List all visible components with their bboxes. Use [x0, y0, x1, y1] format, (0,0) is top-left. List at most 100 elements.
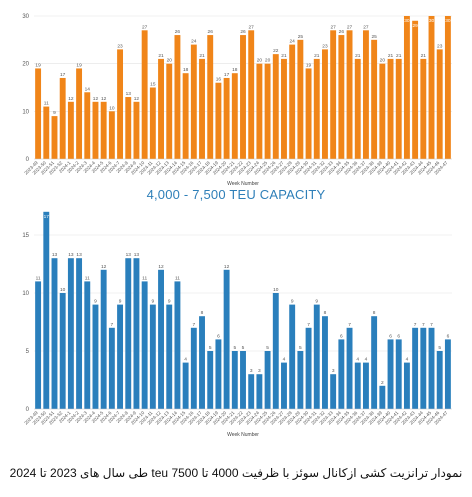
bar	[322, 49, 328, 159]
bar	[125, 258, 132, 409]
data-label: 4	[283, 357, 286, 363]
bar	[395, 58, 402, 159]
data-label: 19	[35, 62, 41, 68]
bar	[100, 269, 107, 409]
data-label: 4	[406, 357, 409, 363]
y-tick-label: 30	[22, 14, 29, 20]
data-label: 7	[414, 322, 417, 328]
data-label: 4	[356, 357, 359, 363]
y-tick-label: 5	[26, 349, 30, 355]
bar	[158, 58, 164, 159]
data-label: 13	[52, 252, 58, 258]
bar	[117, 49, 124, 159]
bar	[174, 35, 181, 159]
data-label: 17	[224, 72, 230, 78]
data-label: 9	[94, 299, 97, 305]
bar	[67, 258, 74, 409]
bar	[264, 63, 271, 159]
data-label: 23	[117, 43, 123, 49]
data-label: 9	[152, 299, 155, 305]
data-label: 27	[249, 24, 255, 30]
data-label: 30	[429, 18, 435, 24]
data-label: 6	[447, 333, 450, 339]
bar	[272, 54, 279, 160]
bar	[43, 106, 50, 159]
data-label: 18	[232, 67, 238, 73]
bar	[412, 20, 419, 160]
bar	[420, 58, 427, 159]
data-label: 13	[126, 91, 132, 97]
data-label: 12	[68, 96, 74, 102]
bar	[133, 101, 140, 159]
bar	[59, 293, 66, 409]
top-bar-chart: 0102030192023-49112023-5092023-51172023-…	[22, 14, 452, 187]
data-label: 21	[396, 53, 402, 59]
y-tick-label: 10	[22, 109, 29, 115]
data-label: 27	[363, 24, 369, 30]
x-axis-title: Week Number	[227, 432, 259, 438]
data-label: 8	[373, 310, 376, 316]
bar	[387, 58, 394, 159]
bar	[240, 35, 246, 159]
data-label: 25	[298, 34, 304, 40]
data-label: 26	[240, 29, 246, 35]
bar	[35, 68, 42, 159]
data-label: 12	[101, 96, 107, 102]
bar	[76, 258, 83, 409]
data-label: 12	[101, 264, 107, 270]
data-label: 24	[290, 39, 296, 45]
data-label: 6	[389, 333, 392, 339]
bar	[362, 30, 369, 159]
bar	[379, 63, 386, 159]
data-label: 5	[242, 345, 245, 351]
bar	[412, 327, 419, 409]
data-label: 11	[175, 275, 180, 281]
data-label: 16	[216, 77, 222, 83]
data-label: 5	[233, 345, 236, 351]
bar	[51, 258, 58, 409]
bar	[92, 101, 99, 159]
bar	[248, 30, 255, 159]
bar	[190, 44, 197, 159]
data-label: 24	[191, 39, 197, 45]
bar	[149, 87, 156, 159]
bar	[346, 327, 353, 409]
bar	[256, 63, 263, 159]
bar	[330, 374, 337, 409]
data-label: 2	[381, 380, 384, 386]
data-label: 21	[281, 53, 287, 59]
data-label: 8	[324, 310, 327, 316]
data-label: 19	[76, 62, 82, 68]
bar	[281, 362, 287, 409]
data-label: 26	[208, 29, 214, 35]
data-label: 23	[437, 43, 443, 49]
data-label: 27	[142, 24, 148, 30]
data-label: 12	[224, 264, 230, 270]
bar	[59, 77, 66, 159]
data-label: 23	[322, 43, 328, 49]
data-label: 9	[119, 299, 122, 305]
bar	[199, 316, 205, 409]
bar	[256, 374, 263, 409]
data-label: 13	[126, 252, 132, 258]
bar	[379, 385, 386, 409]
bar	[305, 68, 312, 159]
bar	[428, 16, 435, 159]
data-label: 21	[388, 53, 394, 59]
data-label: 12	[134, 96, 140, 102]
bar	[436, 49, 443, 159]
data-label: 10	[60, 287, 66, 293]
bar	[207, 35, 214, 159]
bar	[166, 63, 173, 159]
bar	[100, 101, 107, 159]
data-label: 9	[168, 299, 171, 305]
bar	[141, 30, 148, 159]
bar	[444, 339, 451, 409]
y-tick-label: 20	[22, 62, 29, 68]
data-label: 3	[258, 368, 261, 374]
bar	[305, 327, 312, 409]
y-tick-label: 15	[22, 233, 29, 239]
bar	[362, 362, 369, 409]
bar	[76, 68, 83, 159]
bar	[354, 58, 361, 159]
